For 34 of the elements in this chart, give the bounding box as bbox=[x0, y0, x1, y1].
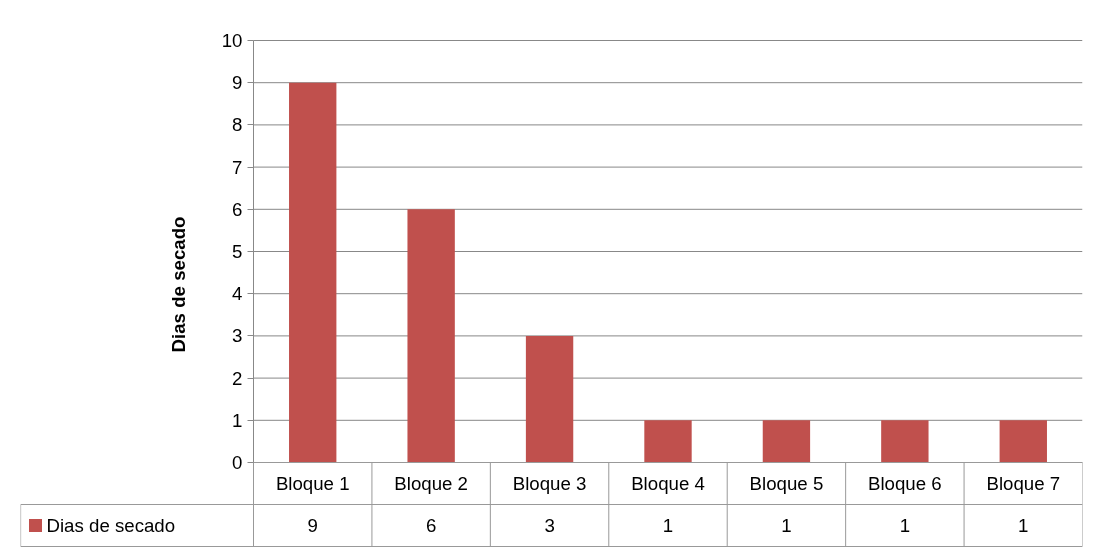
y-axis-title: Dias de secado bbox=[167, 216, 189, 353]
x-tick-label: Bloque 6 bbox=[868, 473, 942, 494]
x-tick-label: Bloque 5 bbox=[749, 473, 824, 494]
y-tick-label: 3 bbox=[232, 325, 243, 347]
y-tick-label: 7 bbox=[232, 156, 243, 178]
data-label: 9 bbox=[307, 515, 318, 536]
bar bbox=[407, 209, 455, 463]
y-tick-label: 10 bbox=[221, 30, 243, 51]
data-label: 1 bbox=[1018, 515, 1029, 536]
data-label: 1 bbox=[662, 515, 674, 536]
x-tick-label: Bloque 7 bbox=[986, 473, 1061, 494]
bar bbox=[525, 335, 574, 463]
data-label: 3 bbox=[544, 515, 555, 536]
data-label: 6 bbox=[425, 515, 437, 536]
x-tick-label: Bloque 3 bbox=[512, 473, 587, 494]
x-tick-label: Bloque 2 bbox=[394, 473, 468, 494]
y-tick-label: 9 bbox=[232, 72, 243, 94]
y-tick-label: 8 bbox=[232, 114, 243, 136]
y-tick-label: 2 bbox=[232, 367, 243, 389]
bar bbox=[762, 420, 811, 463]
data-label: 1 bbox=[899, 515, 911, 536]
bar bbox=[999, 420, 1047, 463]
legend-label: Dias de secado bbox=[46, 515, 176, 536]
bar bbox=[644, 420, 692, 463]
x-tick-label: Bloque 4 bbox=[631, 473, 705, 494]
bar bbox=[881, 420, 929, 463]
bar bbox=[289, 82, 337, 463]
y-tick-label: 6 bbox=[232, 198, 243, 220]
y-tick-label: 4 bbox=[232, 283, 243, 305]
y-tick-label: 1 bbox=[232, 409, 243, 431]
y-tick-label: 5 bbox=[232, 241, 243, 262]
x-tick-label: Bloque 1 bbox=[275, 473, 350, 494]
data-label: 1 bbox=[781, 515, 792, 536]
y-tick-label: 0 bbox=[232, 452, 243, 473]
